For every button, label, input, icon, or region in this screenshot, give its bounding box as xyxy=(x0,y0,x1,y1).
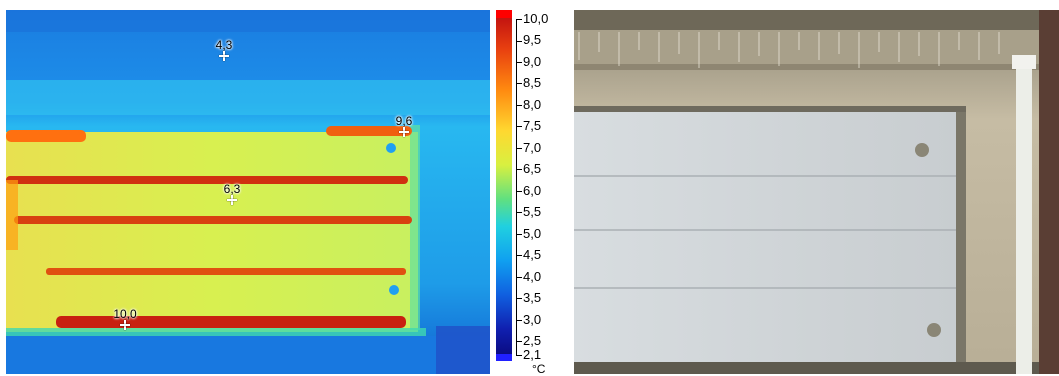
temperature-spot-marker: 4,3 xyxy=(204,38,244,68)
door-panel-seams xyxy=(574,175,956,289)
hot-seam-3 xyxy=(46,268,406,275)
side-wall xyxy=(1039,10,1059,374)
scale-tick-label: 7,5 xyxy=(516,119,541,132)
door-frame-right xyxy=(956,112,966,364)
hot-seam-top-right xyxy=(326,126,412,136)
door-edge-bottom xyxy=(6,328,426,336)
crosshair-icon xyxy=(399,127,409,137)
thermal-image-canvas xyxy=(6,10,490,374)
temperature-spot-marker: 6,3 xyxy=(212,182,252,212)
hot-seam-4 xyxy=(56,316,406,328)
scale-tick-label: 2,1 xyxy=(516,348,541,361)
scale-tick-label: 9,0 xyxy=(516,55,541,68)
thermal-ground xyxy=(6,336,490,374)
thermal-top-band xyxy=(6,10,490,32)
crosshair-icon xyxy=(120,320,130,330)
cornice-shadow xyxy=(574,64,1059,70)
visual-photo xyxy=(574,10,1059,374)
scale-overflow-swatch xyxy=(496,10,512,18)
door-edge-right xyxy=(410,125,420,330)
thermal-warm-band xyxy=(6,80,490,115)
downpipe xyxy=(1016,60,1032,374)
door-window-top xyxy=(915,143,929,157)
scale-tick-label: 6,5 xyxy=(516,162,541,175)
crosshair-icon xyxy=(227,195,237,205)
temperature-scale: 10,0 9,5 9,0 8,5 8,0 7,5 7,0 6,5 6,0 5,5 5,0 4,5 4,0… xyxy=(496,10,574,376)
scale-tick-label: 4,0 xyxy=(516,270,541,283)
scale-tick-label: 10,0 xyxy=(516,12,548,25)
roof-edge xyxy=(574,10,1059,30)
temperature-spot-marker: 10,0 xyxy=(105,307,145,337)
spot-value-label: 9,6 xyxy=(395,114,413,128)
scale-tick-label: 8,5 xyxy=(516,76,541,89)
cornice xyxy=(574,30,1059,64)
hot-side-left xyxy=(6,180,18,250)
cold-spot-bottom xyxy=(389,285,399,295)
thermal-image: 4,3 9,6 6,3 10,0 xyxy=(6,10,490,374)
hot-seam-1 xyxy=(6,176,408,184)
garage-door-photo xyxy=(574,10,1059,374)
scale-unit-label: °C xyxy=(532,362,546,376)
scale-tick-label: 3,0 xyxy=(516,313,541,326)
downpipe-head xyxy=(1012,55,1036,69)
spot-value-label: 4,3 xyxy=(215,38,233,52)
scale-tick-label: 5,0 xyxy=(516,227,541,240)
temperature-spot-marker: 9,6 xyxy=(384,114,424,144)
scale-tick-label: 2,5 xyxy=(516,334,541,347)
spot-value-label: 6,3 xyxy=(223,182,241,196)
door-lintel-shadow xyxy=(574,106,966,112)
scale-tick-label: 5,5 xyxy=(516,205,541,218)
spot-value-label: 10,0 xyxy=(113,307,137,321)
color-scale-bar xyxy=(496,15,512,356)
hot-seam-top-left xyxy=(6,130,86,142)
scale-tick-label: 7,0 xyxy=(516,141,541,154)
hot-seam-2 xyxy=(14,216,412,224)
garage-door xyxy=(574,112,956,362)
scale-tick-label: 8,0 xyxy=(516,98,541,111)
door-heat-panel xyxy=(6,132,418,332)
scale-tick-label: 6,0 xyxy=(516,184,541,197)
scale-tick-label: 3,5 xyxy=(516,291,541,304)
scale-tick-label: 4,5 xyxy=(516,248,541,261)
crosshair-icon xyxy=(219,51,229,61)
cold-spot-top xyxy=(386,143,396,153)
door-window-bottom xyxy=(927,323,941,337)
scale-tick-label: 9,5 xyxy=(516,33,541,46)
string-lights xyxy=(578,32,1000,68)
thermal-ground-dark xyxy=(436,326,490,374)
ground xyxy=(574,362,1059,374)
scale-underflow-swatch xyxy=(496,354,512,361)
